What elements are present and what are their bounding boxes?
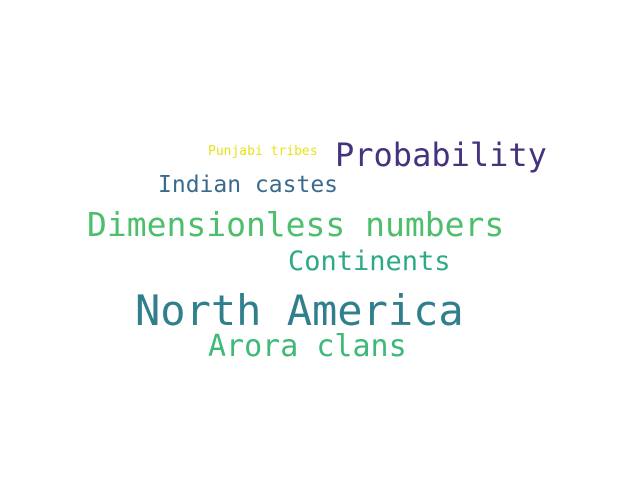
word-continents: Continents xyxy=(288,246,451,277)
word-dimensionless-numbers: Dimensionless numbers xyxy=(87,205,505,244)
word-cloud: Probability Punjabi tribes Indian castes… xyxy=(80,132,570,372)
word-indian-castes: Indian castes xyxy=(158,172,339,198)
word-arora-clans: Arora clans xyxy=(208,329,407,364)
word-probability: Probability xyxy=(335,136,547,174)
word-punjabi-tribes: Punjabi tribes xyxy=(208,144,318,159)
word-north-america: North America xyxy=(135,286,464,335)
